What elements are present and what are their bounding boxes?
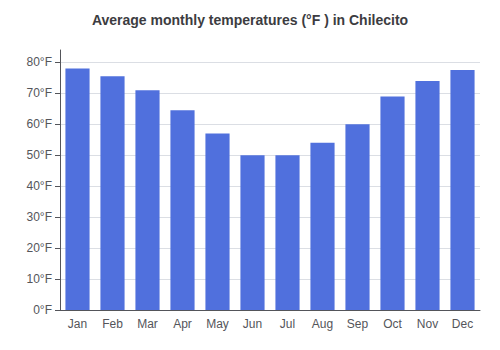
svg-text:Dec: Dec <box>452 317 473 331</box>
svg-text:Nov: Nov <box>417 317 438 331</box>
svg-text:70°F: 70°F <box>27 86 52 100</box>
svg-text:Jan: Jan <box>68 317 87 331</box>
svg-text:Apr: Apr <box>173 317 192 331</box>
svg-text:Jun: Jun <box>243 317 262 331</box>
svg-text:Aug: Aug <box>312 317 333 331</box>
svg-text:10°F: 10°F <box>27 272 52 286</box>
svg-text:20°F: 20°F <box>27 241 52 255</box>
svg-text:Mar: Mar <box>137 317 158 331</box>
svg-text:60°F: 60°F <box>27 117 52 131</box>
svg-text:Average monthly temperatures (: Average monthly temperatures (°F ) in Ch… <box>92 12 408 28</box>
svg-text:50°F: 50°F <box>27 148 52 162</box>
svg-text:0°F: 0°F <box>33 303 52 317</box>
svg-text:40°F: 40°F <box>27 179 52 193</box>
svg-text:80°F: 80°F <box>27 55 52 69</box>
svg-text:Jul: Jul <box>280 317 295 331</box>
svg-text:Oct: Oct <box>383 317 402 331</box>
svg-text:Feb: Feb <box>102 317 123 331</box>
svg-text:Sep: Sep <box>347 317 369 331</box>
svg-text:May: May <box>206 317 229 331</box>
svg-text:30°F: 30°F <box>27 210 52 224</box>
